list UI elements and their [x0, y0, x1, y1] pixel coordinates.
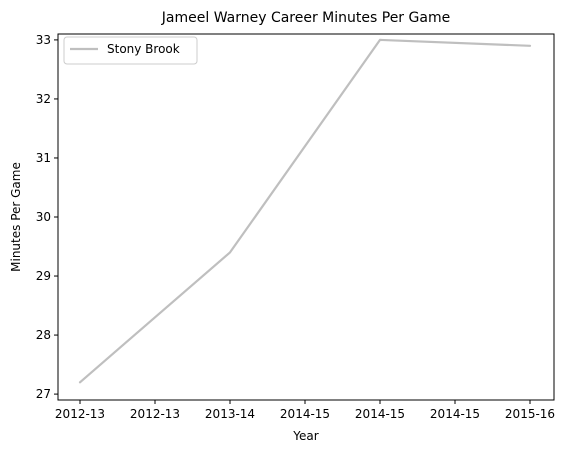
y-tick-label: 28 [36, 328, 51, 342]
x-axis-label: Year [292, 429, 318, 443]
x-tick-label: 2013-14 [205, 407, 255, 421]
y-tick-label: 33 [36, 33, 51, 47]
y-tick-label: 30 [36, 210, 51, 224]
y-tick-label: 32 [36, 92, 51, 106]
legend: Stony Brook [63, 36, 198, 65]
y-axis-label: Minutes Per Game [9, 162, 23, 272]
series-line-0 [78, 38, 532, 384]
chart-title: Jameel Warney Career Minutes Per Game [161, 10, 450, 26]
x-tick-label: 2014-15 [430, 407, 480, 421]
plot-area: 27 28 29 30 31 32 33 2012-13 2012-13 2013-14 2014… [36, 33, 555, 421]
x-tick-label: 2012-13 [55, 407, 105, 421]
x-tick-label: 2015-16 [505, 407, 555, 421]
x-tick-label: 2012-13 [130, 407, 180, 421]
x-tick-label: 2014-15 [355, 407, 405, 421]
y-tick-label: 27 [36, 387, 51, 401]
series-layer [78, 38, 532, 384]
legend-box [63, 36, 198, 65]
y-axis-ticks: 27 28 29 30 31 32 33 [36, 33, 58, 401]
legend-label: Stony Brook [107, 42, 180, 56]
y-tick-label: 29 [36, 269, 51, 283]
x-tick-label: 2014-15 [280, 407, 330, 421]
plot-frame [57, 33, 555, 401]
x-axis-ticks: 2012-13 2012-13 2013-14 2014-15 2014-15 2014-… [55, 400, 555, 421]
y-tick-label: 31 [36, 151, 51, 165]
